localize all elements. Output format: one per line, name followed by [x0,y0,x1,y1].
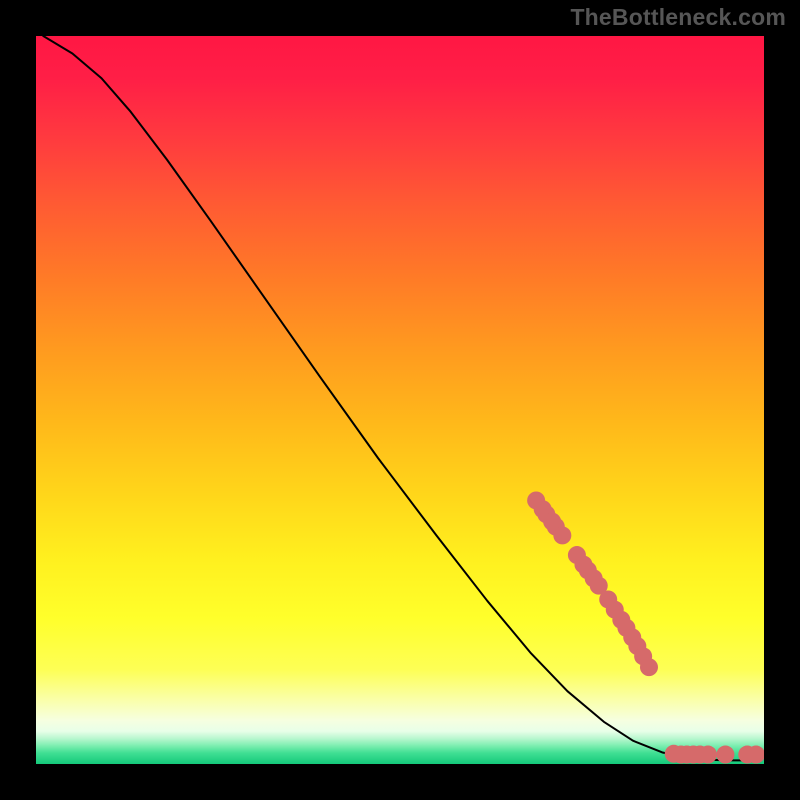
data-marker [699,746,717,764]
data-marker [640,658,658,676]
marker-group [527,491,764,763]
data-marker [716,746,734,764]
data-marker [553,526,571,544]
chart-overlay-svg [36,36,764,764]
watermark-text: TheBottleneck.com [570,4,786,31]
plot-area [36,36,764,764]
